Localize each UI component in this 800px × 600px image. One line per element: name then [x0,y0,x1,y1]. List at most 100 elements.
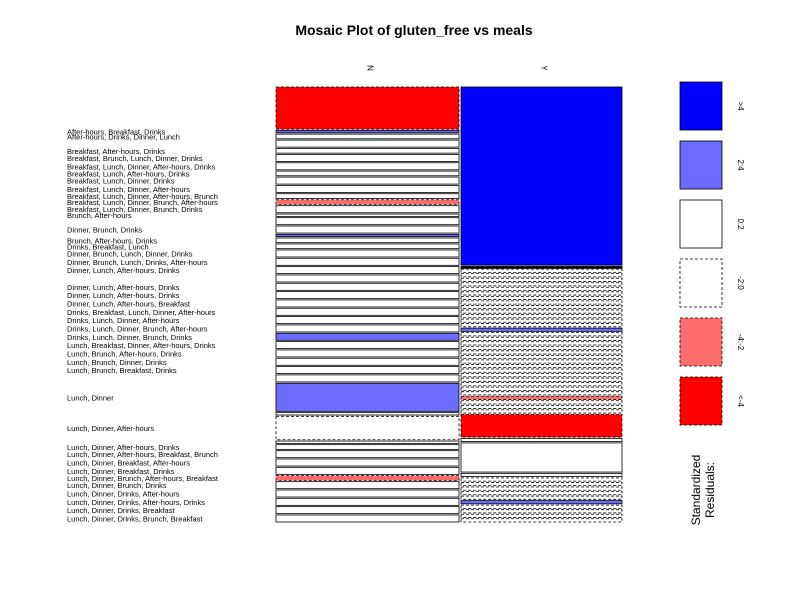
mosaic-cell [460,305,623,310]
row-label: Dinner, Brunch, Lunch, Dinner, Drinks [67,249,193,258]
row-label: Lunch, Brunch, After-hours, Drinks [67,349,182,358]
chart-title: Mosaic Plot of gluten_free vs meals [295,22,533,38]
mosaic-cell [275,475,460,481]
mosaic-cell [460,509,623,514]
legend-label: 0:2 [736,218,745,230]
mosaic-cell [275,148,460,154]
row-label: Dinner, Brunch, Drinks [67,226,142,235]
column-label-N: N [366,65,375,71]
mosaic-cell [275,249,460,258]
mosaic-cell [275,466,460,475]
row-label: Drinks, Breakfast, Lunch [67,242,149,251]
legend-label: -2:0 [736,276,745,290]
mosaic-cell [275,481,460,490]
mosaic-cell [460,513,623,518]
mosaic-cell [275,444,460,450]
mosaic-cell [275,291,460,300]
mosaic-cell [460,382,623,387]
mosaic-cell [275,307,460,316]
row-label: Brunch, After-hours, Drinks [67,236,157,245]
row-label: Brunch, After-hours [67,211,132,220]
mosaic-cell [275,497,460,506]
mosaic-cell [275,489,460,498]
mosaic-cell [460,504,623,509]
row-label: Breakfast, After-hours, Drinks [67,147,165,156]
mosaic-cell [460,500,623,505]
mosaic-cell [275,199,460,205]
row-label: Lunch, Breakfast, Dinner, After-hours, D… [67,341,216,350]
mosaic-cell [460,345,623,350]
mosaic-cell [275,366,460,375]
mosaic-cell [275,193,460,199]
row-label: Breakfast, Lunch, Dinner, Drinks [67,177,175,186]
row-label: Lunch, Dinner, After-hours, Drinks [67,443,180,452]
mosaic-cell [460,273,623,278]
mosaic-cell [460,300,623,305]
mosaic-cell [460,368,623,373]
row-label: Drinks, Lunch, Dinner, Brunch, After-hou… [67,324,208,333]
mosaic-cell [460,404,623,409]
row-label: Dinner, Brunch, Lunch, Drinks, After-hou… [67,258,208,267]
mosaic-cell [460,268,623,273]
mosaic-cell [275,86,460,130]
mosaic-cell [275,412,460,416]
column-label-Y: Y [540,65,549,71]
mosaic-cell [460,373,623,378]
row-label: Breakfast, Lunch, Dinner, After-hours [67,185,190,194]
mosaic-cell [460,359,623,364]
mosaic-cell [460,391,623,396]
mosaic-cell [275,341,460,350]
mosaic-cell [275,217,460,226]
mosaic-cell [460,323,623,328]
mosaic-cell [460,309,623,314]
row-label: Dinner, Lunch, After-hours, Breakfast [67,299,191,308]
legend-swatch [679,140,723,190]
mosaic-cell [275,162,460,171]
mosaic-cell [460,332,623,337]
row-label: After-hours, Drinks, Dinner, Lunch [67,132,180,141]
row-label: Breakfast, Lunch, After-hours, Drinks [67,169,190,178]
row-label: Drinks, Lunch, Dinner, Brunch, Drinks [67,333,192,342]
mosaic-cell [460,266,623,268]
mosaic-cells [275,86,623,523]
row-label: Lunch, Dinner, Breakfast, After-hours [67,459,190,468]
mosaic-cell [275,139,460,148]
mosaic-cell [460,295,623,300]
legend-title: Residuals: [703,462,717,518]
legend-swatch [679,376,723,426]
mosaic-cell [275,506,460,515]
mosaic-cell [275,415,460,441]
row-label: Lunch, Dinner, Drinks, After-hours, Drin… [67,498,205,507]
mosaic-cell [460,386,623,391]
mosaic-cell [275,205,460,214]
mosaic-cell [275,185,460,193]
mosaic-cell [275,133,460,140]
mosaic-cell [275,266,460,275]
mosaic-cell [460,482,623,487]
row-label: Dinner, Lunch, After-hours, Drinks [67,291,180,300]
row-label: Drinks, Breakfast, Lunch, Dinner, After-… [67,308,216,317]
mosaic-cell [460,86,623,266]
row-label: Breakfast, Brunch, Lunch, Dinner, Drinks [67,154,203,163]
mosaic-cell [275,440,460,444]
row-label: Lunch, Brunch, Dinner, Drinks [67,358,167,367]
mosaic-cell [460,364,623,369]
mosaic-cell [460,350,623,355]
mosaic-cell [275,299,460,308]
row-label: Lunch, Dinner, Brunch, Drinks [67,481,167,490]
mosaic-cell [460,318,623,323]
mosaic-cell [460,327,623,332]
mosaic-cell [460,314,623,319]
mosaic-cell [460,336,623,341]
mosaic-cell [275,274,460,283]
mosaic-cell [460,291,623,296]
mosaic-cell [275,170,460,177]
mosaic-cell [460,282,623,287]
mosaic-cell [275,382,460,412]
row-label: Lunch, Dinner, Breakfast, Drinks [67,467,175,476]
mosaic-cell [275,450,460,459]
row-label: Breakfast, Lunch, Dinner, Brunch, After-… [67,198,218,207]
legend-swatch [679,258,723,308]
